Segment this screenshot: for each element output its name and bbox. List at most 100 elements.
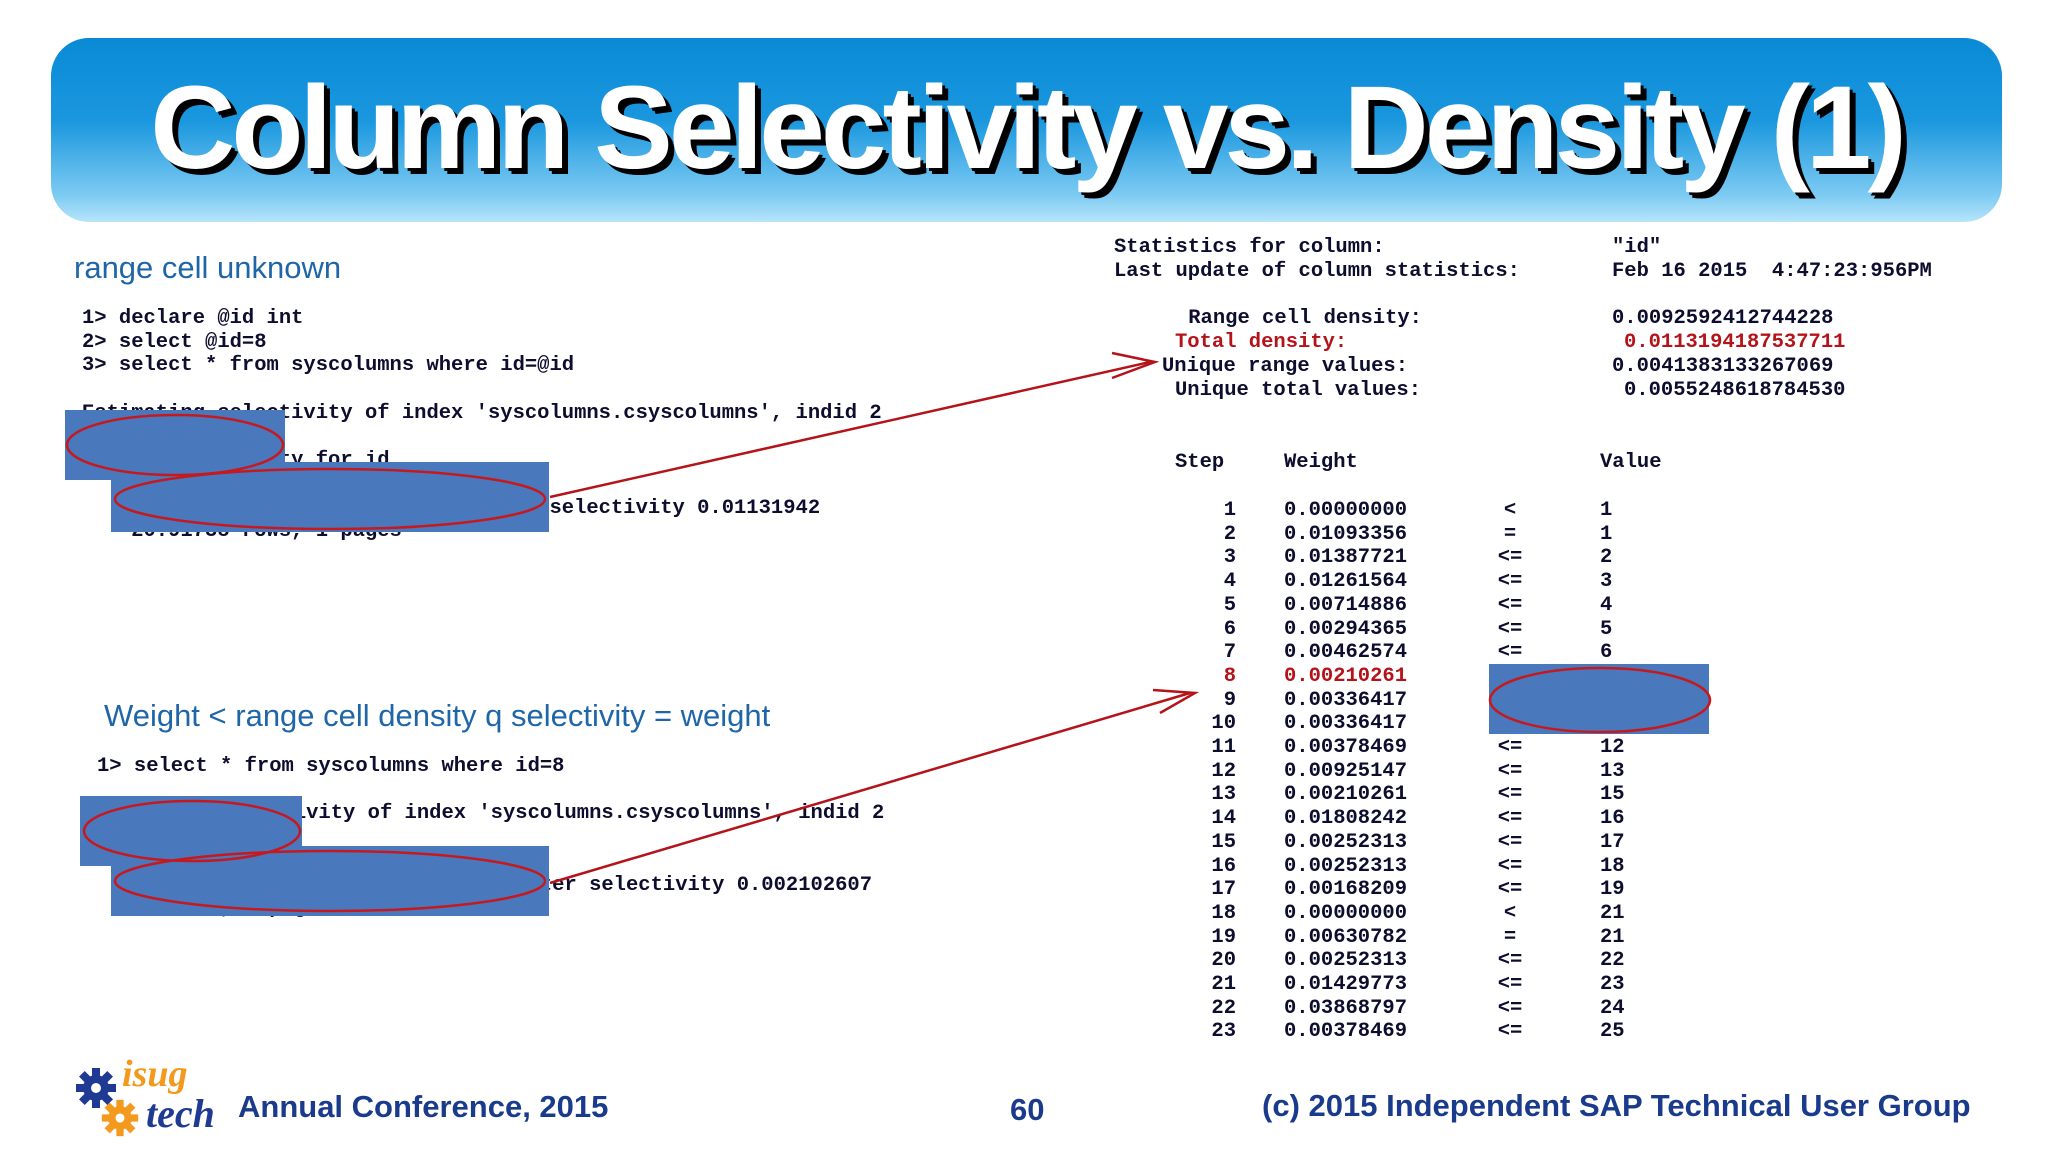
step-value: 17 — [1600, 830, 1625, 854]
step-weight: 0.00630782 — [1284, 925, 1408, 949]
step-value: 4 — [1600, 593, 1613, 617]
step-weight: 0.00210261 — [1284, 664, 1408, 688]
step-operator: <= — [1497, 759, 1523, 783]
query-block-2: 1> select * from syscolumns where id=8 i… — [97, 755, 884, 921]
step-number: 13 — [1211, 783, 1236, 807]
section-heading-weight: Weight < range cell density q selectivit… — [104, 698, 771, 733]
step-value: 15 — [1600, 783, 1625, 807]
stats-label-last-update: Last update of column statistics: — [1114, 260, 1520, 283]
step-number: 2 — [1223, 522, 1236, 546]
step-value: 25 — [1600, 1020, 1625, 1044]
step-number: 16 — [1211, 854, 1236, 878]
step-value: 13 — [1600, 759, 1625, 783]
step-operator: <= — [1497, 878, 1523, 902]
step-number: 18 — [1211, 901, 1236, 925]
step-value: 6 — [1600, 641, 1613, 665]
stats-value-last-update: Feb 16 2015 4:47:23:956PM — [1612, 260, 1932, 283]
logo-text-isug: isug — [122, 1053, 188, 1095]
step-weight: 0.03868797 — [1284, 996, 1408, 1020]
step-number: 22 — [1211, 996, 1236, 1020]
step-weight: 0.00210261 — [1284, 783, 1408, 807]
step-number: 20 — [1211, 949, 1236, 973]
red-circle-annotation — [82, 799, 302, 863]
step-weight: 0.01429773 — [1284, 973, 1408, 996]
step-operator: <= — [1497, 593, 1523, 617]
query-line: 1> select * from syscolumns where id=8 — [97, 755, 565, 778]
step-operator: <= — [1497, 807, 1523, 831]
query-line: 3> select * from syscolumns where id=@id — [82, 354, 575, 378]
query-line: 2> select @id=8 — [82, 330, 267, 354]
gear-icon — [101, 1099, 139, 1137]
red-circle-annotation — [113, 849, 547, 913]
step-operator: <= — [1497, 830, 1523, 854]
statistics-panel: Statistics for column: "id" Last update … — [1114, 236, 2014, 1043]
density-value: 0.0092592412744228 — [1612, 307, 1834, 330]
step-weight: 0.01093356 — [1284, 522, 1408, 546]
step-weight: 0.00000000 — [1284, 499, 1408, 522]
page-number: 60 — [1010, 1092, 1045, 1127]
step-number: 6 — [1223, 617, 1236, 641]
step-operator: = — [1503, 925, 1517, 949]
step-weight: 0.00925147 — [1284, 759, 1408, 783]
step-weight: 0.00378469 — [1284, 736, 1408, 759]
query-line: ter selectivity 0.002102607 — [539, 873, 873, 897]
step-operator: <= — [1497, 1020, 1523, 1044]
step-number: 11 — [1211, 736, 1236, 759]
step-number: 15 — [1211, 830, 1236, 854]
conference-label: Annual Conference, 2015 — [238, 1089, 609, 1124]
step-value: 21 — [1600, 901, 1625, 925]
query-line: ivity of index 'syscolumns.csyscolumns',… — [97, 802, 885, 826]
stats-label-column: Statistics for column: — [1114, 236, 1385, 259]
step-value: 24 — [1600, 996, 1625, 1020]
step-number: 1 — [1223, 499, 1236, 522]
step-number: 23 — [1211, 1020, 1236, 1044]
step-operator: = — [1503, 522, 1517, 546]
step-weight: 0.00252313 — [1284, 854, 1408, 878]
step-operator: < — [1503, 499, 1517, 522]
column-header-step: Step — [1175, 451, 1225, 474]
step-value: 16 — [1600, 807, 1625, 831]
step-number: 7 — [1223, 641, 1236, 665]
section-heading-range-cell-unknown: range cell unknown — [74, 250, 342, 285]
step-weight: 0.00252313 — [1284, 830, 1408, 854]
step-number: 4 — [1223, 570, 1236, 594]
slide-title: Column Selectivity vs. Density (1) — [150, 62, 1907, 194]
step-weight: 0.01808242 — [1284, 807, 1408, 831]
step-weight: 0.00252313 — [1284, 949, 1408, 973]
step-operator: <= — [1497, 854, 1523, 878]
gear-icon — [76, 1068, 116, 1108]
step-weight: 0.00462574 — [1284, 641, 1408, 665]
step-value: 22 — [1600, 949, 1625, 973]
column-header-value: Value — [1600, 451, 1662, 474]
step-value: 21 — [1600, 925, 1625, 949]
step-weight: 0.01261564 — [1284, 570, 1408, 594]
step-value: 5 — [1600, 617, 1613, 641]
step-value: 2 — [1600, 546, 1613, 570]
step-weight: 0.00378469 — [1284, 1020, 1408, 1044]
step-value: 1 — [1600, 522, 1613, 546]
step-weight: 0.00336417 — [1284, 712, 1408, 736]
step-operator: <= — [1497, 570, 1523, 594]
step-number: 21 — [1211, 973, 1236, 996]
step-weight: 0.00168209 — [1284, 878, 1408, 902]
step-value: 23 — [1600, 973, 1625, 996]
step-weight: 0.00294365 — [1284, 617, 1408, 641]
column-header-weight: Weight — [1284, 451, 1358, 474]
red-circle-annotation — [1488, 666, 1712, 734]
step-operator: <= — [1497, 546, 1523, 570]
step-number: 17 — [1211, 878, 1236, 902]
step-number: 9 — [1223, 688, 1236, 712]
step-operator: <= — [1497, 783, 1523, 807]
density-value-total: 0.0113194187537711 — [1624, 331, 1846, 354]
step-operator: <= — [1497, 641, 1523, 665]
step-weight: 0.00336417 — [1284, 688, 1408, 712]
step-value: 1 — [1600, 499, 1613, 522]
step-operator: <= — [1497, 973, 1523, 996]
stats-value-column: "id" — [1612, 236, 1662, 259]
red-circle-annotation — [113, 467, 547, 531]
density-label: Range cell density: — [1188, 307, 1422, 330]
step-value: 19 — [1600, 878, 1625, 902]
step-number: 19 — [1211, 925, 1236, 949]
copyright: (c) 2015 Independent SAP Technical User … — [1262, 1088, 1971, 1123]
arrow-to-total-density — [549, 360, 1151, 499]
